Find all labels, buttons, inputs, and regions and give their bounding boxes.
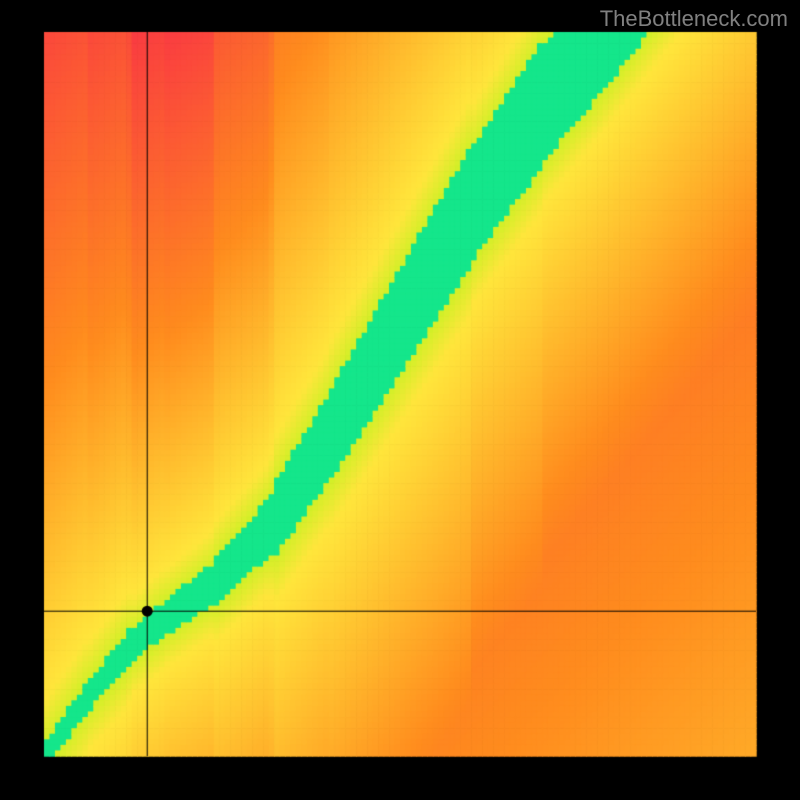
- heatmap-canvas: [0, 0, 800, 800]
- chart-container: TheBottleneck.com: [0, 0, 800, 800]
- attribution-text: TheBottleneck.com: [600, 6, 788, 32]
